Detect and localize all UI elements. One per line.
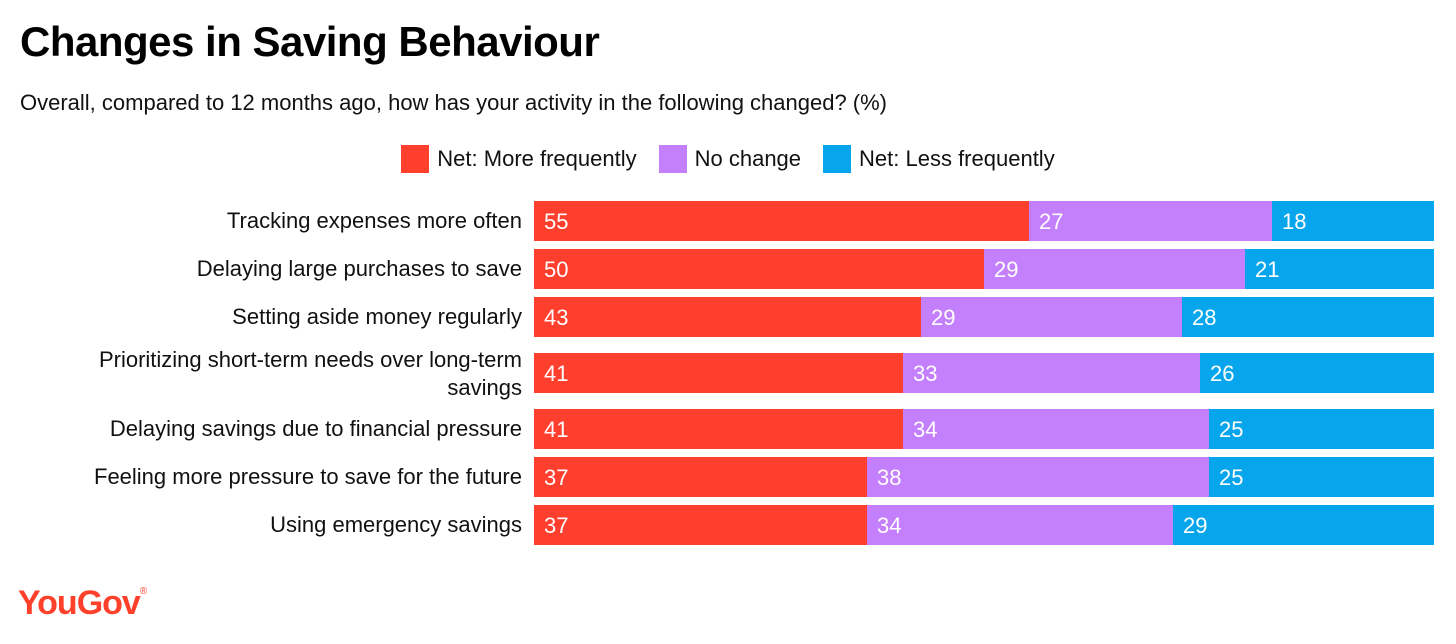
logo-registered-mark: ® (139, 586, 147, 597)
bar-more (534, 249, 984, 289)
legend-item-no-change: No change (658, 145, 802, 173)
data-label-more: 37 (544, 465, 568, 490)
data-label-less: 25 (1219, 417, 1243, 442)
legend-item-less: Net: Less frequently (823, 145, 1055, 173)
bar-more (534, 353, 903, 393)
legend-swatch-no-change (658, 145, 687, 173)
bar-no-change (867, 505, 1173, 545)
data-label-more: 41 (544, 361, 568, 386)
data-label-no-change: 34 (877, 513, 901, 538)
data-label-more: 55 (544, 209, 568, 234)
category-label: Prioritizing short-term needs over long-… (99, 347, 522, 400)
data-label-no-change: 29 (931, 305, 955, 330)
legend-item-more: Net: More frequently (401, 145, 637, 173)
category-label: Delaying savings due to financial pressu… (110, 416, 522, 441)
bar-more (534, 297, 921, 337)
bar-no-change (867, 457, 1209, 497)
data-label-less: 26 (1210, 361, 1234, 386)
data-label-less: 28 (1192, 305, 1216, 330)
chart-title: Changes in Saving Behaviour (20, 18, 600, 65)
data-label-no-change: 33 (913, 361, 937, 386)
bar-no-change (1029, 201, 1272, 241)
category-label: Tracking expenses more often (227, 208, 522, 233)
bar-less (1272, 201, 1434, 241)
bar-less (1173, 505, 1434, 545)
data-label-no-change: 34 (913, 417, 937, 442)
bar-no-change (903, 409, 1209, 449)
data-label-no-change: 38 (877, 465, 901, 490)
data-label-no-change: 29 (994, 257, 1018, 282)
category-label: Setting aside money regularly (232, 304, 522, 329)
bar-more (534, 457, 867, 497)
data-label-more: 41 (544, 417, 568, 442)
data-label-more: 50 (544, 257, 568, 282)
legend-label-more: Net: More frequently (437, 146, 637, 171)
bar-less (1245, 249, 1434, 289)
data-label-less: 25 (1219, 465, 1243, 490)
category-label: Using emergency savings (270, 512, 522, 537)
data-label-less: 29 (1183, 513, 1207, 538)
bar-less (1182, 297, 1434, 337)
data-label-less: 18 (1282, 209, 1306, 234)
category-label: Delaying large purchases to save (197, 256, 522, 281)
data-label-more: 37 (544, 513, 568, 538)
legend: Net: More frequently No change Net: Less… (0, 145, 1456, 173)
legend-label-less: Net: Less frequently (859, 146, 1055, 171)
data-label-less: 21 (1255, 257, 1279, 282)
bar-less (1200, 353, 1434, 393)
bar-more (534, 409, 903, 449)
logo-text: YouGov (18, 584, 141, 622)
bar-no-change (921, 297, 1182, 337)
bar-no-change (903, 353, 1200, 393)
bar-less (1209, 457, 1434, 497)
bar-more (534, 201, 1029, 241)
data-label-no-change: 27 (1039, 209, 1063, 234)
chart-subtitle: Overall, compared to 12 months ago, how … (20, 90, 888, 115)
bar-more (534, 505, 867, 545)
legend-label-no-change: No change (694, 146, 802, 171)
category-label: Feeling more pressure to save for the fu… (94, 464, 522, 489)
data-label-more: 43 (544, 305, 568, 330)
legend-swatch-more (401, 145, 430, 173)
yougov-logo: YouGov® (18, 584, 147, 623)
legend-swatch-less (823, 145, 852, 173)
bar-no-change (984, 249, 1245, 289)
bar-less (1209, 409, 1434, 449)
